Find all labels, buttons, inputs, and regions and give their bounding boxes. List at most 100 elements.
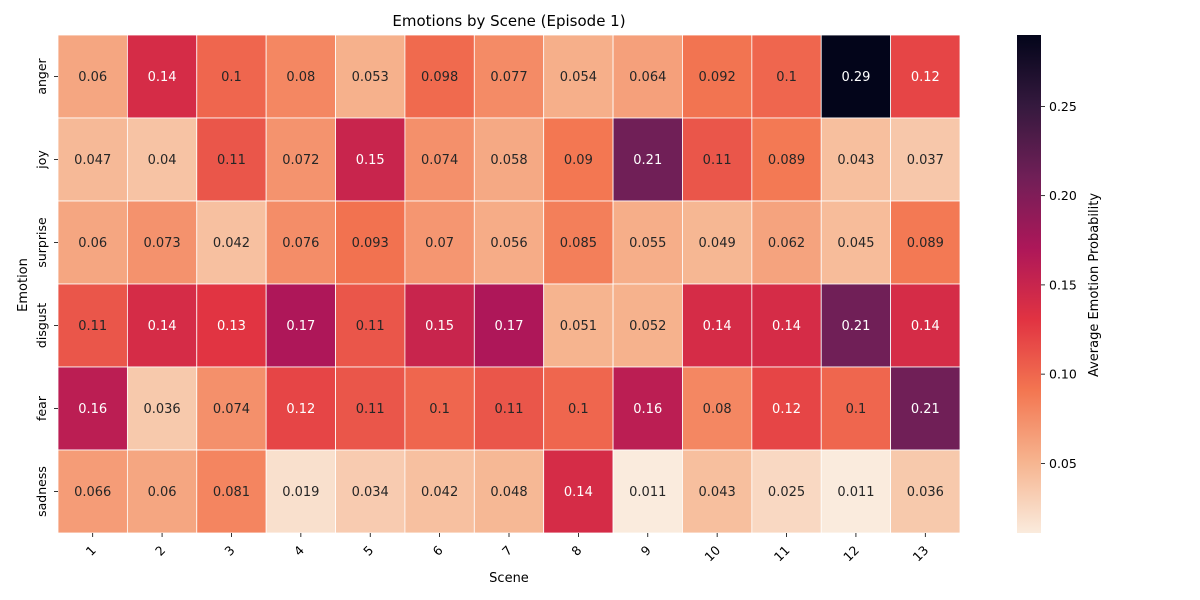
- cell-value-label: 0.053: [352, 70, 389, 85]
- cell-value-label: 0.15: [425, 319, 454, 334]
- cell-value-label: 0.076: [282, 236, 319, 251]
- cell-value-label: 0.1: [776, 70, 797, 85]
- x-tick-label: 4: [291, 542, 307, 558]
- heatmap-cell: [612, 117, 683, 202]
- cell-value-label: 0.019: [282, 485, 319, 500]
- x-tick-label: 13: [910, 543, 932, 565]
- heatmap-cell: [543, 449, 614, 534]
- heatmap-cell: [612, 366, 683, 451]
- x-tick-label: 6: [430, 542, 446, 558]
- cell-value-label: 0.1: [568, 402, 589, 417]
- cell-value-label: 0.08: [703, 402, 732, 417]
- x-tick-label: 5: [360, 543, 376, 559]
- heatmap-cell: [543, 283, 614, 368]
- colorbar-tick-label: 0.05: [1049, 456, 1077, 471]
- heatmap-cell: [751, 449, 822, 534]
- heatmap-cell: [682, 117, 753, 202]
- cell-value-label: 0.089: [768, 153, 805, 168]
- x-tick-label: 9: [638, 542, 654, 558]
- heatmap-cell: [57, 34, 128, 119]
- cell-value-label: 0.056: [490, 236, 527, 251]
- y-tick-label: sadness: [34, 466, 49, 517]
- heatmap-cell: [265, 34, 336, 119]
- cell-value-label: 0.089: [907, 236, 944, 251]
- cell-value-label: 0.17: [495, 319, 524, 334]
- heatmap-cell: [890, 366, 961, 451]
- cell-value-label: 0.06: [148, 485, 177, 500]
- heatmap-cell: [404, 283, 475, 368]
- cell-value-label: 0.1: [221, 70, 242, 85]
- cell-value-label: 0.07: [425, 236, 454, 251]
- heatmap-cell: [57, 283, 128, 368]
- cell-value-label: 0.085: [560, 236, 597, 251]
- cell-value-label: 0.049: [699, 236, 736, 251]
- heatmap-cell: [751, 200, 822, 285]
- cell-value-label: 0.037: [907, 153, 944, 168]
- cell-value-label: 0.14: [564, 485, 593, 500]
- heatmap-cell: [682, 449, 753, 534]
- chart-title: Emotions by Scene (Episode 1): [392, 12, 625, 30]
- cell-value-label: 0.072: [282, 153, 319, 168]
- cell-value-label: 0.14: [148, 319, 177, 334]
- heatmap-cell: [57, 449, 128, 534]
- colorbar-label: Average Emotion Probability: [1087, 193, 1102, 377]
- heatmap-cell: [196, 34, 267, 119]
- cell-value-label: 0.025: [768, 485, 805, 500]
- heatmap-cell: [890, 34, 961, 119]
- cell-value-label: 0.051: [560, 319, 597, 334]
- heatmap-cell: [612, 449, 683, 534]
- cell-value-label: 0.08: [286, 70, 315, 85]
- heatmap-cell: [196, 200, 267, 285]
- colorbar-tick-label: 0.20: [1049, 188, 1077, 203]
- cell-value-label: 0.047: [74, 153, 111, 168]
- cell-value-label: 0.04: [148, 153, 177, 168]
- heatmap-cell: [265, 449, 336, 534]
- heatmap-cell: [57, 117, 128, 202]
- cell-value-label: 0.09: [564, 153, 593, 168]
- heatmap-cell: [890, 200, 961, 285]
- cell-value-label: 0.11: [703, 153, 732, 168]
- heatmap-cell: [265, 283, 336, 368]
- cell-value-label: 0.13: [217, 319, 246, 334]
- cell-value-label: 0.1: [846, 402, 867, 417]
- cell-value-label: 0.092: [699, 70, 736, 85]
- heatmap-cell: [196, 366, 267, 451]
- heatmap-cell: [890, 117, 961, 202]
- colorbar-ticks: 0.05 0.10 0.15 0.20 0.25: [1041, 99, 1077, 471]
- cell-value-label: 0.093: [352, 236, 389, 251]
- y-tick-label: disgust: [34, 303, 49, 348]
- heatmap-cell: [126, 449, 198, 534]
- heatmap-cell: [890, 283, 961, 368]
- heatmap-cell: [820, 449, 892, 534]
- x-tick-label: 8: [568, 542, 584, 558]
- cell-value-label: 0.045: [837, 236, 874, 251]
- cell-value-label: 0.11: [495, 402, 524, 417]
- cell-value-label: 0.06: [78, 70, 107, 85]
- cell-value-label: 0.14: [772, 319, 801, 334]
- cell-value-label: 0.077: [490, 70, 527, 85]
- heatmap-cell: [820, 117, 892, 202]
- cell-value-label: 0.21: [841, 319, 870, 334]
- y-axis-label: Emotion: [16, 258, 31, 312]
- heatmap-cell: [404, 117, 475, 202]
- heatmap-cell: [265, 117, 336, 202]
- heatmap-cell: [682, 283, 753, 368]
- cell-value-label: 0.12: [911, 70, 940, 85]
- cell-value-label: 0.043: [699, 485, 736, 500]
- cell-value-label: 0.036: [143, 402, 180, 417]
- heatmap-cell: [612, 200, 683, 285]
- cell-value-label: 0.16: [78, 402, 107, 417]
- heatmap-cell: [335, 200, 406, 285]
- cell-value-label: 0.062: [768, 236, 805, 251]
- x-tick-label: 11: [771, 543, 793, 565]
- cell-value-label: 0.1: [429, 402, 450, 417]
- cell-value-label: 0.042: [213, 236, 250, 251]
- heatmap-cell: [335, 117, 406, 202]
- heatmap-cell: [265, 366, 336, 451]
- heatmap-cell: [126, 117, 198, 202]
- cell-value-label: 0.052: [629, 319, 666, 334]
- heatmap-cell: [543, 34, 614, 119]
- heatmap-cell: [612, 283, 683, 368]
- heatmap-cell: [335, 34, 406, 119]
- heatmap-cell: [820, 366, 892, 451]
